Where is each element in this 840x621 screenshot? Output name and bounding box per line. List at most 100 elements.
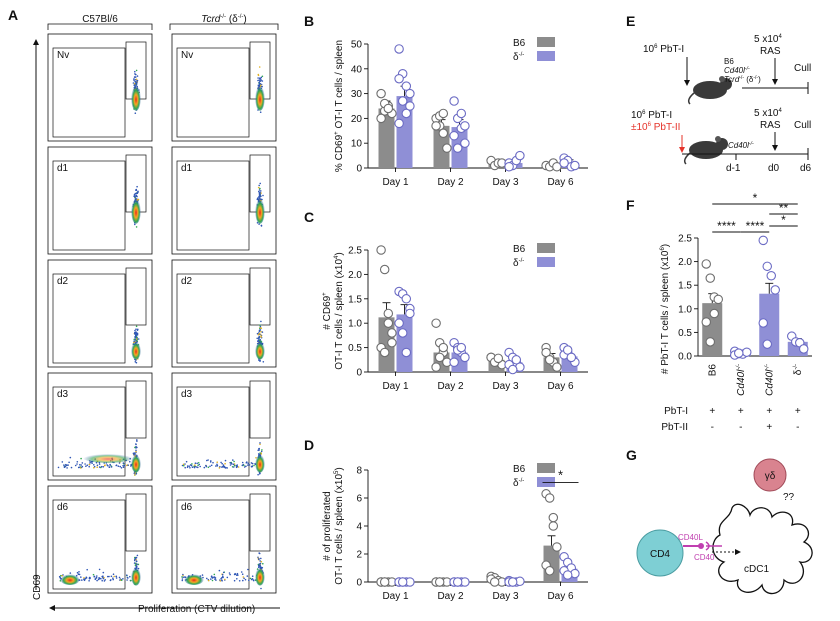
flow-event: [211, 577, 214, 579]
panel-g-schematic: γδ ?? cDC1 CD4 CD40L CD40: [636, 458, 813, 595]
flow-event: [224, 459, 227, 462]
data-point: [383, 308, 394, 319]
y-tick-label: 6: [356, 494, 362, 505]
data-point: [552, 162, 562, 172]
flow-event: [133, 78, 135, 80]
flow-event: [134, 446, 136, 449]
data-point: [762, 261, 772, 272]
legend-b6-label: B6: [513, 38, 526, 49]
flow-event: [247, 568, 249, 571]
e-dose1: 106 PbT-I: [643, 44, 684, 55]
gate-left: [176, 273, 250, 364]
flow-event: [130, 579, 132, 582]
mouse-icon: [683, 136, 728, 165]
flow-event: [261, 449, 263, 451]
data-point: [705, 337, 715, 347]
flow-event: [81, 462, 84, 464]
gate-left: [52, 273, 126, 364]
flow-event: [251, 462, 254, 465]
flow-density-core: [131, 565, 141, 586]
flow-event: [261, 80, 264, 82]
panel-e-schematic: 106 PbT-I B6 Cd40l-/- Tcrd-/- (δ-/-) 5 x…: [631, 34, 812, 174]
pbt1-value: +: [795, 406, 801, 417]
gate-right: [249, 493, 271, 552]
data-point: [452, 143, 463, 153]
flow-event: [249, 577, 252, 580]
data-point: [438, 128, 449, 139]
data-point: [566, 352, 577, 363]
flow-plot-d6-1: d6: [171, 485, 277, 594]
e-day-0: d-1: [726, 163, 741, 174]
flow-event: [181, 579, 184, 582]
flow-event: [220, 461, 222, 464]
flow-event: [115, 464, 118, 467]
flow-event: [258, 332, 261, 335]
flow-event: [209, 461, 212, 463]
data-point: [431, 318, 441, 328]
flow-event: [109, 579, 112, 582]
flow-event: [137, 563, 140, 566]
legend-b6-label: B6: [513, 464, 526, 475]
data-point: [544, 566, 555, 576]
data-point: [401, 108, 412, 119]
flow-event: [118, 576, 121, 579]
flow-event: [77, 573, 80, 575]
flow-event: [133, 79, 135, 82]
flow-event: [232, 463, 235, 466]
flow-event: [98, 578, 100, 580]
flow-event: [262, 194, 264, 197]
flow-event: [243, 577, 245, 580]
flow-event: [61, 461, 64, 463]
flow-event: [258, 190, 260, 193]
data-point: [449, 96, 459, 106]
flow-event: [70, 466, 73, 469]
x-tick-label: Day 2: [437, 381, 464, 392]
bar-B6: [378, 108, 395, 168]
data-point: [401, 347, 412, 358]
flow-event: [258, 329, 261, 332]
flow-event: [260, 79, 262, 81]
pbt2-value: -: [739, 422, 742, 433]
flow-event: [123, 464, 126, 467]
data-point: [544, 493, 555, 503]
flow-event: [191, 466, 194, 469]
significance-label: ****: [746, 219, 765, 233]
flow-row-label: Nv: [57, 50, 69, 61]
flow-event: [222, 464, 225, 466]
x-tick-label: Day 3: [492, 381, 519, 392]
data-point: [405, 308, 415, 319]
flow-event: [134, 474, 136, 476]
legend-ko-label: δ-/-: [513, 52, 524, 63]
gate-left: [52, 47, 126, 138]
legend-b6-swatch: [537, 37, 555, 47]
flow-event: [136, 75, 139, 77]
x-tick-label: Day 2: [437, 591, 464, 602]
flow-event: [115, 577, 118, 579]
flow-event: [89, 577, 91, 579]
flow-event: [261, 75, 264, 78]
gate-right: [249, 380, 271, 439]
y-tick-label: 8: [356, 466, 362, 477]
flow-row-label: Nv: [181, 50, 193, 61]
flow-event: [198, 463, 201, 466]
y-tick-label: 20: [351, 114, 363, 125]
flow-event: [134, 192, 137, 195]
data-point: [456, 108, 467, 119]
flow-density-core: [184, 573, 204, 585]
pbt1-value: +: [766, 406, 772, 417]
e-ras-dose2: 5 x104: [754, 108, 782, 119]
flow-event: [214, 578, 216, 580]
row-label-pbt1: PbT-I: [664, 406, 688, 417]
g-cd40l: CD40L: [678, 533, 703, 542]
flow-event: [135, 361, 138, 364]
flow-row-label: d2: [57, 276, 69, 287]
flow-event: [257, 186, 260, 189]
flow-event: [218, 569, 221, 572]
data-point: [758, 235, 768, 246]
legend-ko-label: δ-/-: [513, 478, 524, 489]
flow-event: [135, 450, 137, 453]
flow-event: [262, 361, 265, 363]
flow-event: [259, 324, 261, 327]
data-point: [387, 328, 397, 338]
flow-event: [221, 573, 224, 576]
